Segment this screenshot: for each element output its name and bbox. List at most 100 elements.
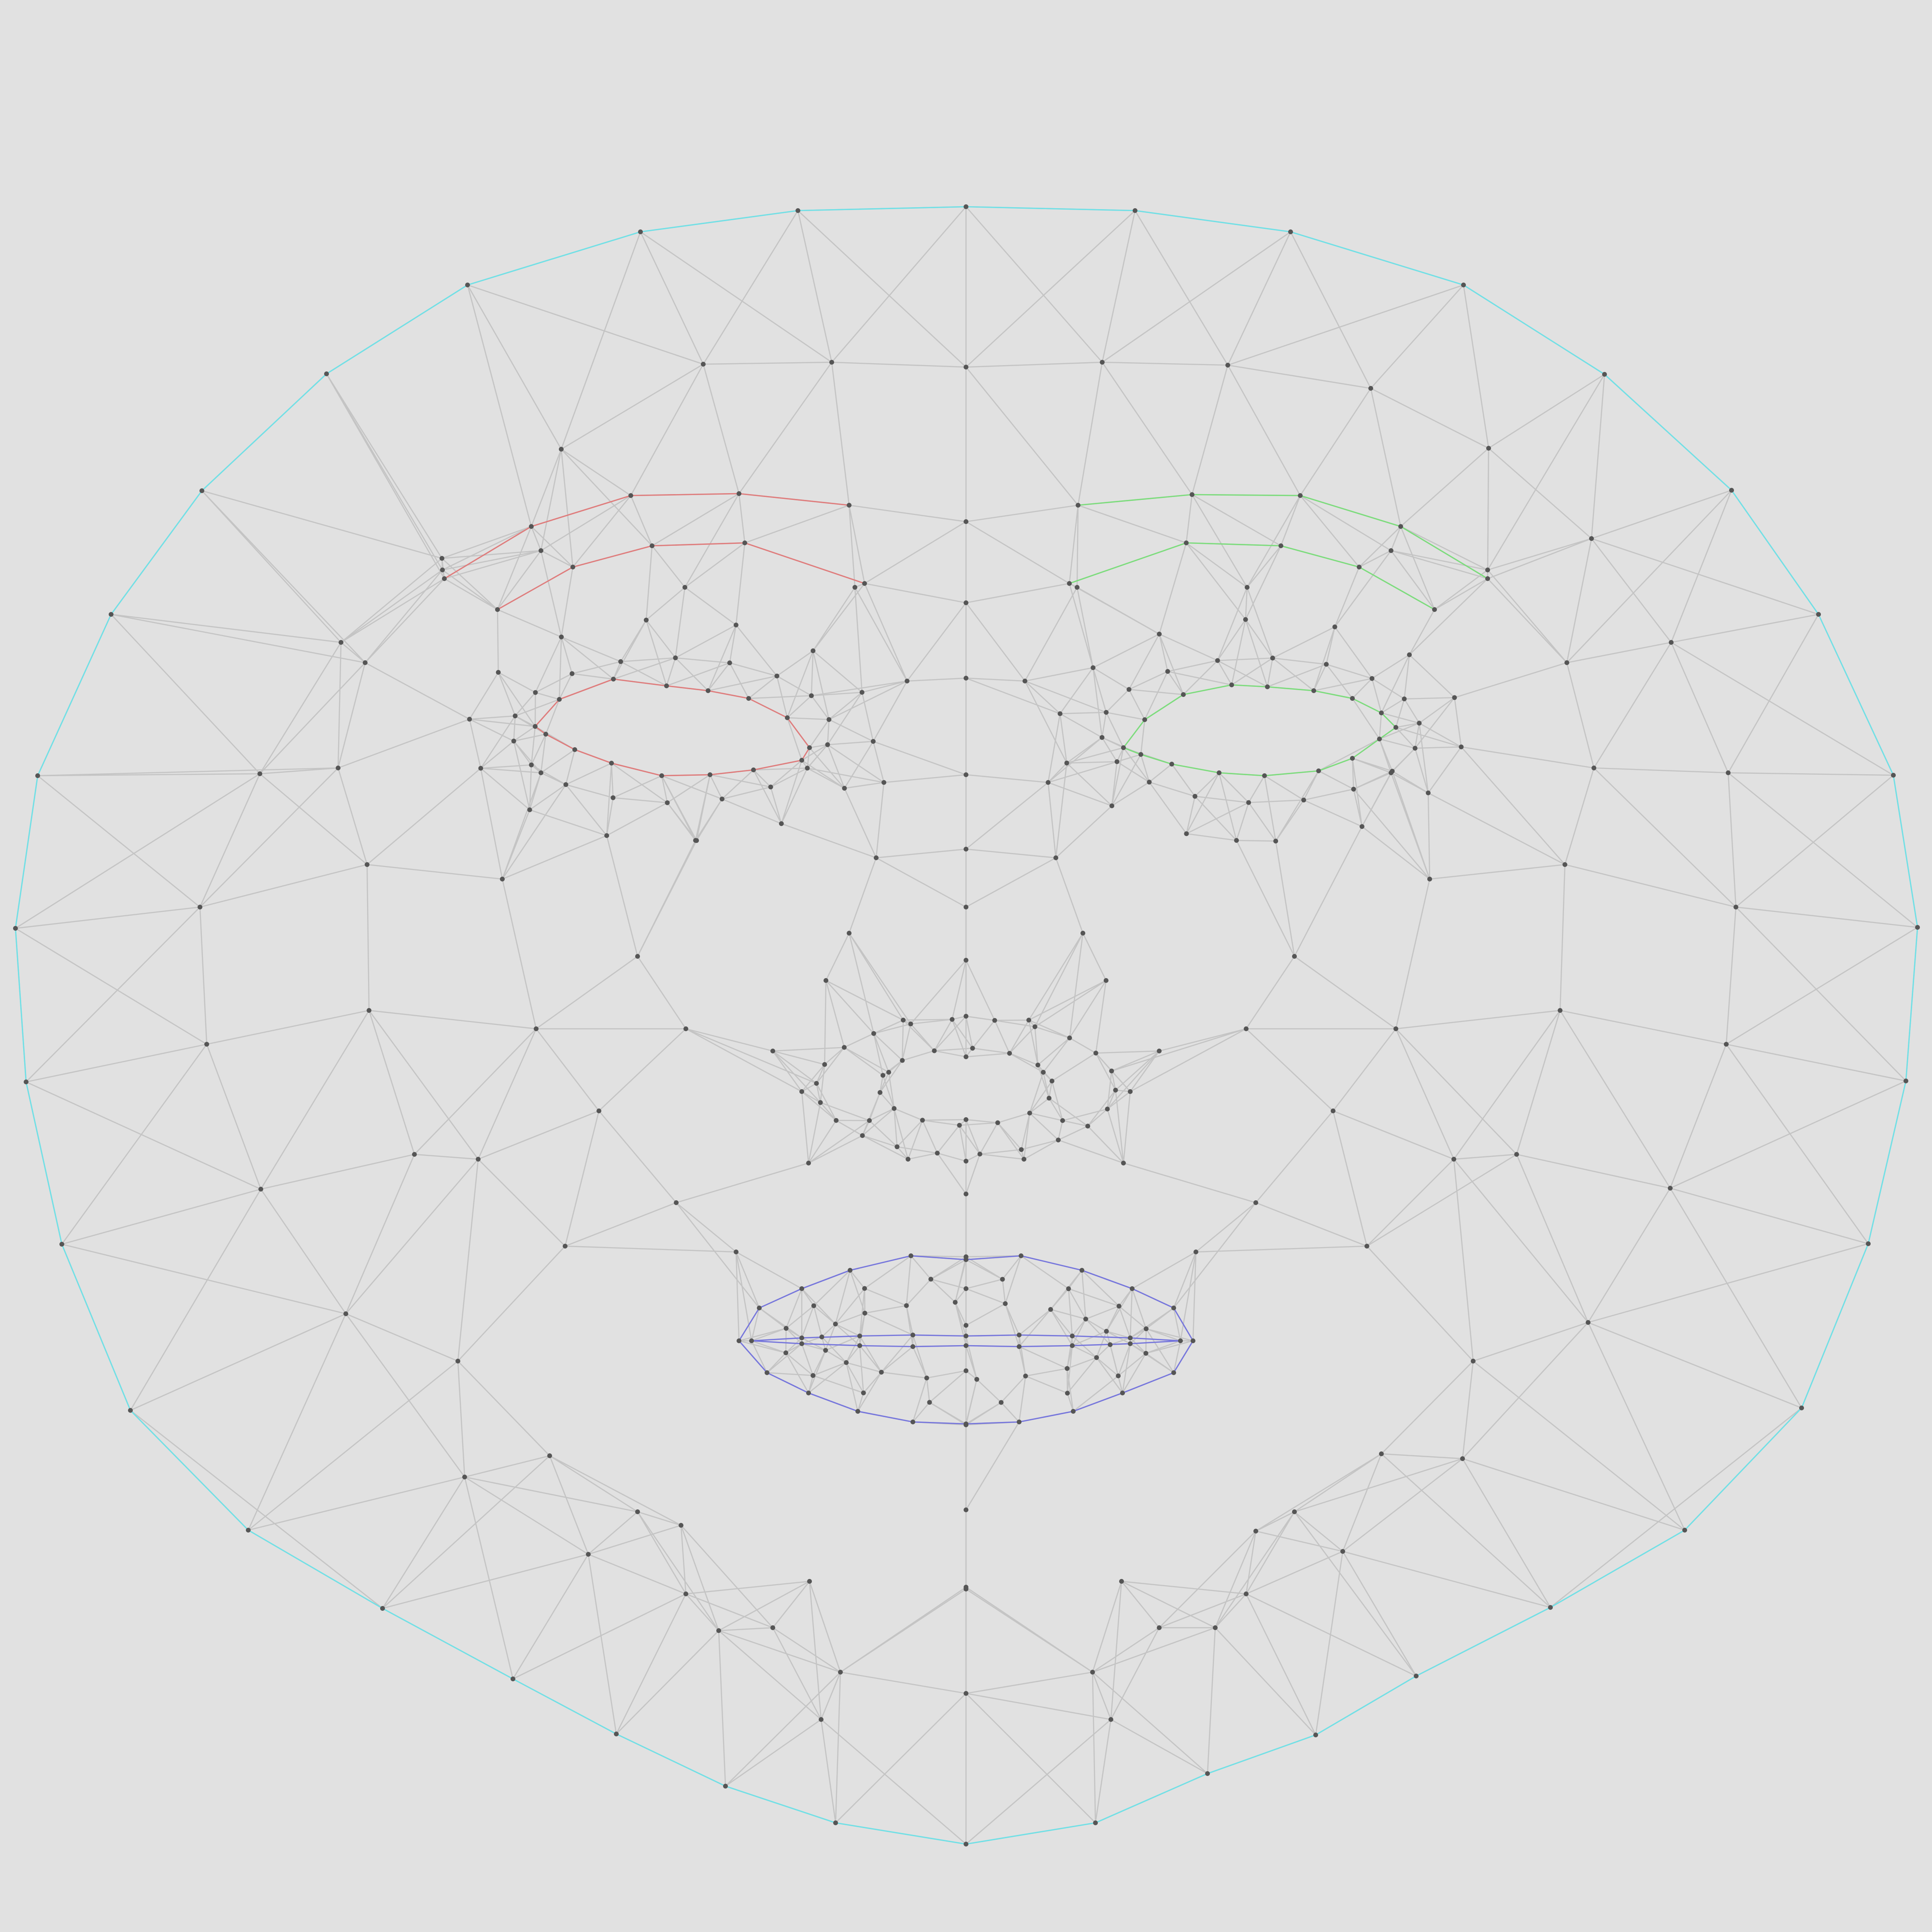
mesh-edge — [1248, 775, 1265, 803]
mesh-edge — [111, 614, 260, 774]
mesh-edge — [1236, 840, 1295, 957]
mesh-node — [367, 1008, 371, 1013]
mesh-edge — [906, 1279, 932, 1306]
mesh-edge — [1183, 660, 1218, 695]
mesh-edge — [848, 505, 866, 584]
mesh-node — [799, 758, 804, 763]
mesh-edge — [1116, 761, 1150, 783]
mesh-edge — [1255, 1110, 1334, 1203]
mesh-edge — [772, 1051, 817, 1084]
mesh-node — [1027, 1110, 1032, 1116]
mesh-edge — [111, 613, 341, 643]
mesh-edge — [1404, 654, 1410, 699]
mesh-node — [995, 1120, 1000, 1125]
mesh-node — [860, 1133, 865, 1138]
mesh-edge — [910, 1255, 932, 1280]
mesh-edge — [561, 363, 704, 450]
mesh-node — [643, 617, 649, 623]
mesh-edge — [1516, 1154, 1589, 1323]
mesh-edge — [612, 620, 647, 680]
mesh-edge — [26, 907, 200, 1082]
mesh-node — [1120, 1391, 1125, 1395]
mesh-node — [974, 1377, 980, 1382]
mesh-node — [1128, 1089, 1133, 1094]
mesh-edge — [965, 1016, 973, 1049]
mesh-edge — [965, 1379, 978, 1424]
mesh-edge — [1353, 789, 1430, 880]
mesh-edge — [1371, 678, 1382, 713]
mesh-edge — [685, 1593, 719, 1631]
mesh-edge — [707, 625, 737, 691]
mesh-edge — [1072, 1319, 1086, 1336]
mesh-edge — [1419, 723, 1462, 748]
mesh-edge — [15, 773, 260, 929]
mesh-edge — [781, 760, 803, 824]
mesh-node — [1270, 655, 1275, 661]
mesh-edge — [199, 864, 368, 908]
mesh-edge — [1391, 772, 1429, 794]
mesh-edge — [922, 1120, 938, 1153]
mesh-edge — [1069, 980, 1107, 1038]
mesh-node — [811, 1303, 816, 1308]
mesh-edge — [1400, 526, 1435, 610]
mesh-edge — [1727, 614, 1819, 773]
mesh-edge — [1245, 1511, 1295, 1594]
mesh-node — [682, 585, 687, 590]
mesh-node — [1147, 780, 1152, 785]
mesh-node — [1724, 1042, 1729, 1047]
mesh-edge — [828, 719, 874, 742]
mesh-node — [900, 1058, 905, 1063]
mesh-edge — [1076, 505, 1079, 588]
mesh-node — [964, 1159, 968, 1164]
mesh-edge — [1255, 1530, 1343, 1552]
mesh-edge — [1381, 1453, 1551, 1608]
mesh-edge — [1159, 1531, 1256, 1628]
mesh-edge — [337, 662, 366, 768]
mesh-edge — [201, 490, 341, 643]
mesh-edge — [588, 1524, 682, 1555]
mesh-node — [1067, 1035, 1072, 1040]
mesh-node — [964, 1014, 968, 1019]
mesh-edge — [1130, 1343, 1174, 1373]
mesh-edge — [464, 1476, 638, 1513]
mesh-edge — [1566, 490, 1732, 663]
mesh-edge — [906, 1305, 914, 1347]
mesh-edge — [1028, 980, 1107, 1021]
mesh-edge — [1057, 1120, 1064, 1140]
mesh-edge — [365, 569, 443, 663]
mesh-edge — [1092, 668, 1107, 713]
mesh-node — [1193, 794, 1198, 799]
mesh-edge — [827, 744, 845, 789]
mesh-node — [1368, 386, 1373, 391]
mesh-edge — [572, 495, 631, 568]
mesh-node — [770, 1625, 775, 1630]
mesh-node — [799, 1335, 804, 1340]
mesh-edge — [615, 1593, 687, 1734]
mesh-edge — [1149, 764, 1172, 783]
mesh-node — [1279, 543, 1283, 548]
mesh-node — [964, 204, 968, 209]
mesh-edge — [976, 1378, 1002, 1403]
mesh-edge — [854, 587, 863, 693]
mesh-edge — [1272, 626, 1335, 659]
mesh-edge — [820, 1672, 841, 1720]
mesh-node — [1032, 1024, 1037, 1029]
mesh-edge — [811, 692, 862, 696]
mesh-edge — [1408, 609, 1435, 655]
mesh-node — [1119, 1579, 1124, 1584]
mesh-edge — [1087, 1125, 1124, 1164]
mesh-edge — [680, 1525, 687, 1594]
mesh-node — [1066, 1286, 1071, 1292]
mesh-edge — [1115, 1051, 1160, 1091]
mesh-node — [1070, 1343, 1075, 1348]
mesh-edge — [1735, 907, 1906, 1081]
mesh-edge — [529, 784, 567, 810]
mesh-node — [719, 796, 724, 802]
mesh-edge — [530, 526, 542, 551]
mesh-edge — [1050, 1309, 1073, 1346]
mesh-edge — [736, 1251, 802, 1290]
mesh-edge — [873, 1033, 890, 1073]
mesh-node — [1311, 688, 1316, 693]
mesh-node — [1245, 585, 1250, 590]
mesh-edge — [797, 210, 833, 363]
